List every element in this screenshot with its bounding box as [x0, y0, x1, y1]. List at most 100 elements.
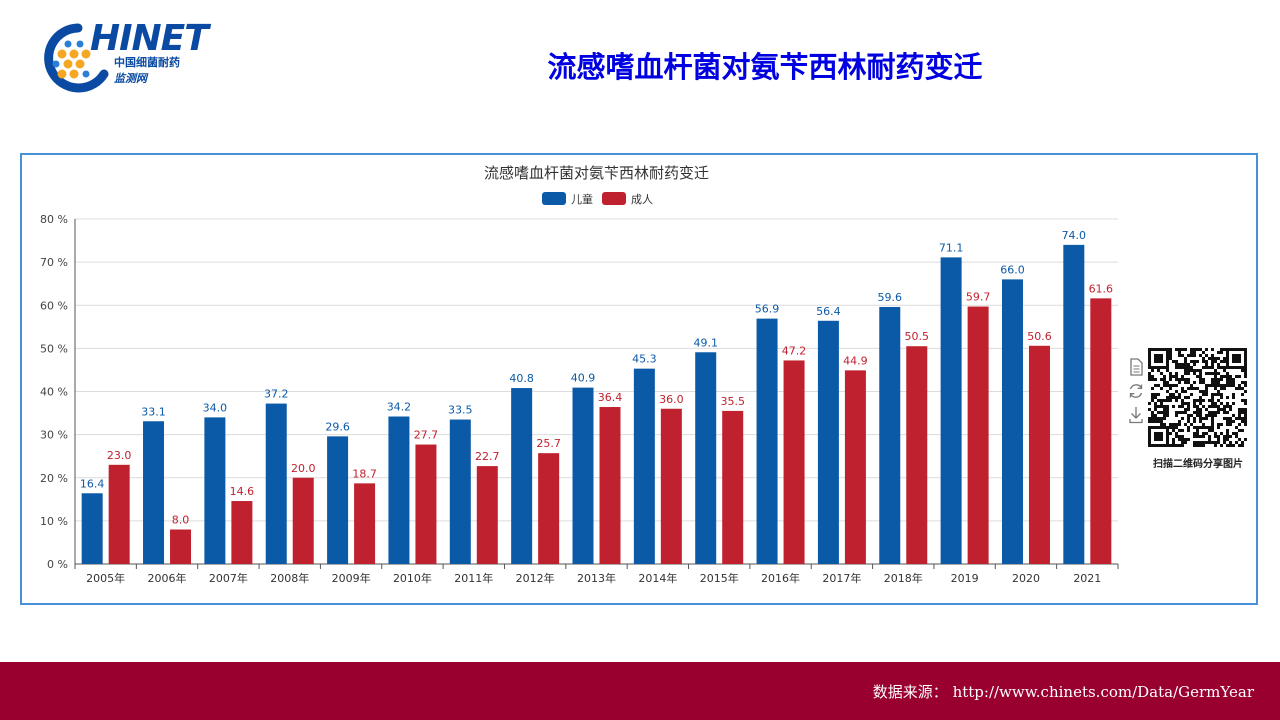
qr-module	[1205, 363, 1208, 366]
qr-module	[1220, 351, 1223, 354]
bar-children	[756, 318, 778, 564]
qr-module	[1181, 435, 1184, 438]
data-label-children: 29.6	[325, 420, 350, 433]
bar-adults	[476, 466, 498, 564]
qr-module	[1175, 414, 1178, 417]
qr-module	[1187, 417, 1190, 420]
qr-module	[1181, 387, 1184, 390]
qr-module	[1217, 366, 1220, 369]
qr-module	[1223, 405, 1226, 408]
bar-adults	[231, 501, 253, 564]
bar-children	[388, 416, 410, 564]
qr-module	[1226, 438, 1229, 441]
qr-module	[1217, 393, 1220, 396]
data-view-icon[interactable]	[1126, 356, 1146, 378]
qr-module	[1181, 354, 1184, 357]
qr-module	[1178, 351, 1181, 354]
qr-module	[1199, 378, 1202, 381]
qr-module	[1220, 396, 1223, 399]
qr-module	[1244, 408, 1247, 411]
qr-module	[1202, 423, 1205, 426]
qr-module	[1244, 372, 1247, 375]
bar-children	[81, 493, 103, 564]
logo: HINET 中国细菌耐药 监测网	[38, 18, 218, 97]
qr-module	[1196, 387, 1199, 390]
qr-module	[1187, 369, 1190, 372]
qr-module	[1211, 426, 1214, 429]
data-label-adults: 25.7	[536, 437, 561, 450]
qr-module	[1166, 381, 1169, 384]
qr-module	[1163, 375, 1166, 378]
qr-module	[1244, 390, 1247, 393]
qr-module	[1160, 420, 1163, 423]
qr-module	[1181, 411, 1184, 414]
qr-module	[1226, 435, 1229, 438]
qr-module	[1217, 435, 1220, 438]
qr-module	[1196, 411, 1199, 414]
data-label-adults: 50.6	[1027, 330, 1052, 343]
qr-module	[1208, 438, 1211, 441]
qr-module	[1235, 432, 1238, 435]
qr-module	[1214, 357, 1217, 360]
bar-adults	[415, 444, 437, 564]
qr-module	[1208, 357, 1211, 360]
qr-module	[1190, 348, 1193, 351]
qr-module	[1202, 366, 1205, 369]
y-tick-label: 50 %	[40, 342, 68, 355]
qr-module	[1178, 438, 1181, 441]
qr-module	[1181, 378, 1184, 381]
data-label-adults: 50.5	[905, 330, 930, 343]
y-tick-label: 20 %	[40, 472, 68, 485]
qr-module	[1178, 378, 1181, 381]
qr-module	[1163, 417, 1166, 420]
download-icon[interactable]	[1126, 404, 1146, 426]
qr-module	[1166, 396, 1169, 399]
qr-module	[1187, 366, 1190, 369]
qr-module	[1202, 399, 1205, 402]
qr-module	[1154, 396, 1157, 399]
qr-module	[1241, 387, 1244, 390]
qr-module	[1199, 396, 1202, 399]
qr-module	[1193, 360, 1196, 363]
qr-module	[1202, 426, 1205, 429]
qr-module	[1214, 405, 1217, 408]
qr-module	[1169, 393, 1172, 396]
data-label-children: 56.9	[755, 303, 780, 316]
qr-module	[1220, 393, 1223, 396]
qr-module	[1220, 366, 1223, 369]
qr-module	[1205, 390, 1208, 393]
qr-module	[1223, 360, 1226, 363]
qr-module	[1208, 372, 1211, 375]
data-label-adults: 22.7	[475, 450, 500, 463]
data-label-children: 40.9	[571, 372, 596, 385]
qr-module	[1211, 357, 1214, 360]
qr-module	[1199, 441, 1202, 444]
restore-icon[interactable]	[1126, 380, 1146, 402]
qr-module	[1178, 429, 1181, 432]
qr-module	[1214, 387, 1217, 390]
qr-module	[1157, 393, 1160, 396]
qr-module	[1217, 372, 1220, 375]
data-label-adults: 18.7	[352, 467, 377, 480]
qr-module	[1238, 384, 1241, 387]
qr-module	[1154, 408, 1157, 411]
qr-module	[1208, 384, 1211, 387]
bar-adults	[354, 483, 376, 564]
qr-module	[1163, 384, 1166, 387]
qr-module	[1184, 438, 1187, 441]
qr-module	[1181, 429, 1184, 432]
qr-module	[1169, 348, 1172, 351]
qr-module	[1187, 378, 1190, 381]
qr-module	[1184, 402, 1187, 405]
qr-module	[1193, 354, 1196, 357]
qr-module	[1187, 372, 1190, 375]
qr-module	[1148, 375, 1151, 378]
qr-module	[1229, 441, 1232, 444]
qr-module	[1184, 441, 1187, 444]
qr-module	[1175, 366, 1178, 369]
qr-module	[1190, 369, 1193, 372]
y-tick-label: 30 %	[40, 429, 68, 442]
qr-module	[1178, 435, 1181, 438]
qr-module	[1226, 429, 1229, 432]
qr-module	[1178, 366, 1181, 369]
